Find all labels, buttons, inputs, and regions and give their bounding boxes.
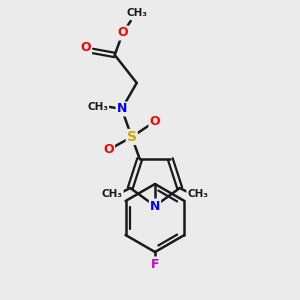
Text: N: N <box>150 200 160 212</box>
Text: CH₃: CH₃ <box>126 8 147 18</box>
Text: S: S <box>127 130 137 144</box>
Text: CH₃: CH₃ <box>87 102 108 112</box>
Text: O: O <box>149 116 160 128</box>
Text: CH₃: CH₃ <box>102 189 123 199</box>
Text: O: O <box>117 26 128 40</box>
Text: N: N <box>116 103 127 116</box>
Text: CH₃: CH₃ <box>187 189 208 199</box>
Text: O: O <box>80 41 91 55</box>
Text: F: F <box>151 257 159 271</box>
Text: O: O <box>103 143 114 157</box>
